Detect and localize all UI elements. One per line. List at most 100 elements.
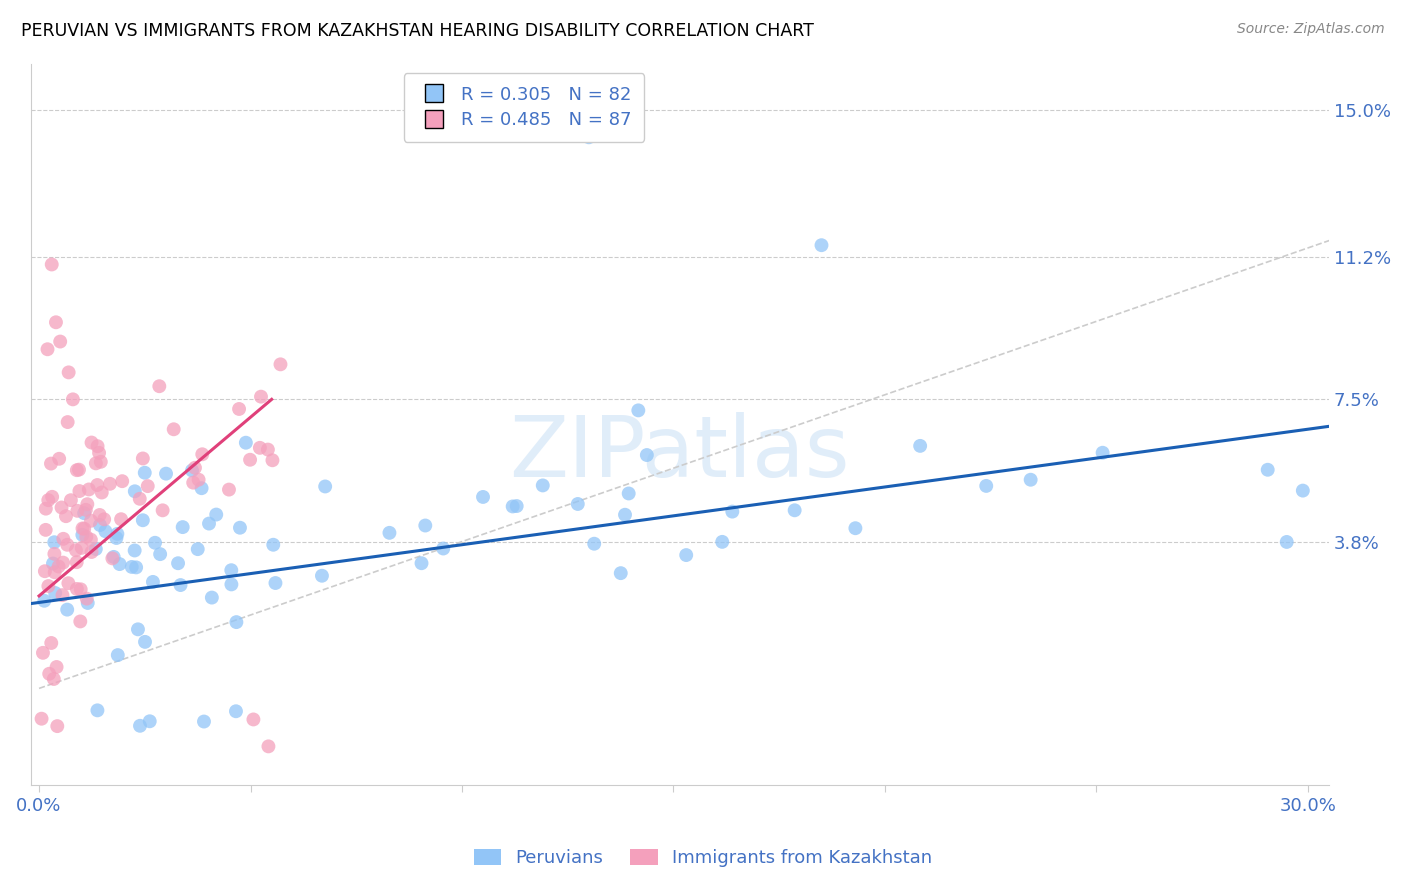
Point bbox=[191, 447, 214, 461]
Point bbox=[578, 130, 600, 145]
Point bbox=[38, 666, 60, 681]
Point bbox=[90, 485, 112, 500]
Point bbox=[80, 545, 103, 559]
Point bbox=[132, 451, 155, 466]
Point bbox=[1019, 473, 1042, 487]
Point bbox=[264, 576, 287, 591]
Point bbox=[59, 493, 82, 508]
Point bbox=[42, 557, 65, 571]
Point bbox=[46, 719, 69, 733]
Point bbox=[80, 514, 103, 528]
Point bbox=[239, 452, 262, 467]
Point bbox=[101, 551, 124, 566]
Point bbox=[413, 518, 436, 533]
Point bbox=[138, 714, 160, 729]
Point bbox=[531, 478, 554, 492]
Point bbox=[34, 523, 56, 537]
Point bbox=[125, 560, 148, 574]
Point bbox=[87, 446, 110, 460]
Point bbox=[721, 505, 744, 519]
Point bbox=[76, 591, 98, 606]
Point bbox=[250, 390, 273, 404]
Point bbox=[70, 541, 93, 555]
Point bbox=[44, 547, 66, 561]
Point bbox=[235, 435, 257, 450]
Point bbox=[225, 615, 247, 629]
Point bbox=[314, 479, 336, 493]
Point bbox=[31, 712, 53, 726]
Point bbox=[127, 623, 149, 637]
Point bbox=[44, 535, 66, 549]
Point bbox=[184, 460, 207, 475]
Point bbox=[69, 615, 91, 629]
Point bbox=[44, 566, 66, 580]
Point bbox=[62, 392, 84, 407]
Point bbox=[134, 466, 156, 480]
Point bbox=[72, 521, 94, 535]
Point bbox=[711, 534, 734, 549]
Point bbox=[149, 547, 172, 561]
Point bbox=[221, 563, 243, 577]
Point bbox=[34, 594, 56, 608]
Point bbox=[86, 703, 108, 717]
Point bbox=[41, 490, 63, 504]
Point bbox=[614, 508, 637, 522]
Point bbox=[67, 463, 90, 477]
Point bbox=[56, 602, 79, 616]
Point bbox=[56, 538, 79, 552]
Point bbox=[89, 508, 111, 522]
Point bbox=[505, 499, 527, 513]
Point bbox=[39, 457, 62, 471]
Point bbox=[110, 512, 132, 526]
Point bbox=[810, 238, 832, 252]
Point bbox=[1275, 535, 1298, 549]
Point bbox=[132, 513, 155, 527]
Point bbox=[172, 520, 194, 534]
Point bbox=[136, 479, 159, 493]
Point bbox=[221, 577, 243, 591]
Point bbox=[257, 442, 280, 457]
Point bbox=[76, 596, 98, 610]
Point bbox=[134, 635, 156, 649]
Point bbox=[311, 568, 333, 582]
Point bbox=[627, 403, 650, 417]
Legend: R = 0.305   N = 82, R = 0.485   N = 87: R = 0.305 N = 82, R = 0.485 N = 87 bbox=[404, 73, 644, 142]
Point bbox=[124, 543, 146, 558]
Point bbox=[37, 579, 59, 593]
Point bbox=[121, 560, 143, 574]
Point bbox=[45, 660, 67, 674]
Point bbox=[1091, 446, 1114, 460]
Point bbox=[783, 503, 806, 517]
Point bbox=[111, 474, 134, 488]
Point bbox=[257, 739, 280, 754]
Point bbox=[44, 586, 66, 600]
Text: ZIPatlas: ZIPatlas bbox=[509, 412, 851, 495]
Point bbox=[105, 531, 128, 545]
Text: Source: ZipAtlas.com: Source: ZipAtlas.com bbox=[1237, 22, 1385, 37]
Point bbox=[67, 484, 90, 499]
Point bbox=[262, 453, 284, 467]
Point bbox=[107, 648, 129, 662]
Point bbox=[249, 441, 271, 455]
Point bbox=[225, 704, 247, 718]
Point bbox=[108, 557, 131, 571]
Point bbox=[98, 476, 121, 491]
Point bbox=[190, 481, 212, 495]
Point bbox=[675, 548, 697, 562]
Point bbox=[45, 315, 67, 329]
Point bbox=[181, 475, 204, 490]
Point bbox=[84, 456, 107, 470]
Point bbox=[218, 483, 240, 497]
Point bbox=[66, 504, 89, 518]
Point bbox=[84, 541, 107, 556]
Point bbox=[163, 422, 186, 436]
Point bbox=[77, 483, 100, 497]
Point bbox=[37, 343, 59, 357]
Point bbox=[169, 578, 191, 592]
Point bbox=[187, 542, 209, 557]
Point bbox=[152, 503, 174, 517]
Point bbox=[228, 401, 250, 416]
Point bbox=[72, 528, 94, 542]
Point bbox=[155, 467, 177, 481]
Point bbox=[583, 537, 606, 551]
